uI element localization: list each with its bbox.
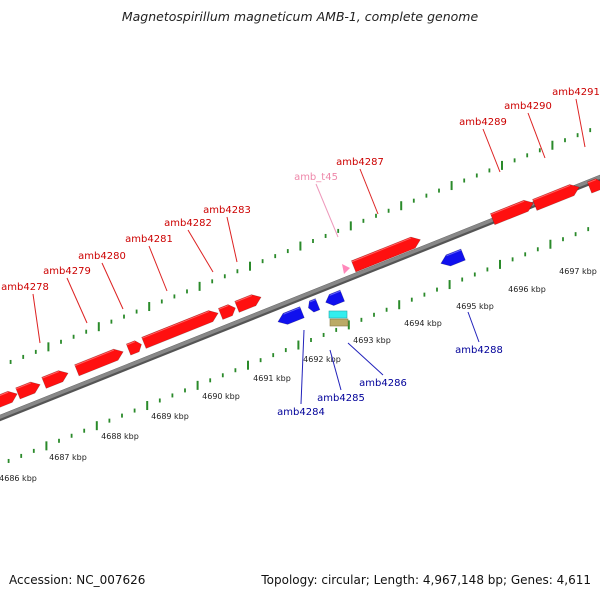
forward-gene-highlight: [141, 311, 210, 339]
forward-gene-highlight: [0, 391, 9, 398]
forward-gene: [234, 294, 262, 313]
forward-gene-label: amb4280: [78, 251, 126, 262]
forward-gene-label: amb4281: [125, 234, 173, 245]
leader-line: [187, 229, 214, 273]
leader-line: [300, 329, 305, 405]
forward-gene-label: amb4290: [504, 101, 552, 112]
reverse-gene-label: amb4286: [359, 378, 407, 389]
reverse-gene-label: amb4288: [455, 345, 503, 356]
reverse-gene-label: amb4285: [317, 393, 365, 404]
forward-gene-highlight: [532, 184, 571, 201]
leader-line: [329, 349, 342, 391]
forward-gene: [0, 390, 18, 409]
forward-gene-shape: [234, 294, 262, 313]
trna-feature: [342, 264, 350, 274]
forward-gene-highlight: [41, 371, 59, 379]
leader-line: [148, 245, 168, 292]
leader-line: [359, 168, 379, 215]
reverse-gene-highlight: [309, 299, 316, 303]
reverse-gene-highlight: [329, 290, 341, 296]
forward-gene-shape: [532, 184, 580, 211]
reverse-gene-shape: [440, 248, 466, 267]
forward-gene-highlight: [218, 305, 229, 310]
forward-gene: [489, 199, 534, 226]
leader-line: [527, 112, 546, 159]
forward-gene-label: amb4282: [164, 218, 212, 229]
kbp-tick-label: 4687 kbp: [49, 453, 87, 462]
forward-gene-shape: [41, 370, 69, 389]
forward-gene-shape: [489, 199, 534, 226]
reverse-gene-label: amb4284: [277, 407, 325, 418]
forward-gene-label: amb_t45: [294, 172, 338, 183]
forward-gene-label: amb4283: [203, 205, 251, 216]
forward-gene-highlight: [234, 295, 252, 303]
kbp-tick-label: 4695 kbp: [456, 302, 494, 311]
kbp-tick-label: 4691 kbp: [253, 374, 291, 383]
rna-feature-cyan: [328, 310, 348, 319]
leader-line: [575, 98, 586, 148]
forward-gene: [74, 348, 124, 377]
reverse-gene: [325, 289, 345, 306]
reverse-gene-shape: [325, 289, 345, 306]
reverse-gene: [308, 298, 321, 313]
forward-gene-shape: [125, 340, 142, 356]
forward-gene: [217, 304, 236, 320]
forward-gene-label: amb4278: [1, 282, 49, 293]
forward-gene-label: amb4289: [459, 117, 507, 128]
forward-gene-shape: [74, 348, 124, 377]
forward-gene-label: amb4291: [552, 87, 600, 98]
kbp-tick-label: 4690 kbp: [202, 392, 240, 401]
reverse-gene-highlight: [283, 307, 301, 315]
forward-gene-shape: [0, 390, 18, 409]
forward-gene: [350, 236, 421, 273]
forward-gene: [586, 178, 600, 194]
forward-gene-highlight: [74, 349, 115, 367]
accession-text: Accession: NC_007626: [9, 573, 146, 587]
kbp-tick-label: 4688 kbp: [101, 432, 139, 441]
rna-feature-olive: [329, 318, 349, 327]
reverse-gene-shape: [277, 306, 305, 325]
reverse-gene: [440, 248, 466, 267]
kbp-tick-label: 4697 kbp: [559, 267, 597, 276]
forward-gene-shape: [15, 381, 41, 400]
leader-line: [467, 311, 480, 343]
forward-gene-label: amb4287: [336, 157, 384, 168]
forward-gene: [41, 370, 69, 389]
forward-gene-shape: [141, 310, 219, 349]
kbp-tick-label: 4694 kbp: [404, 319, 442, 328]
forward-gene-highlight: [490, 200, 525, 215]
reverse-gene-shape: [308, 298, 321, 313]
forward-gene-label: amb4279: [43, 266, 91, 277]
leader-line: [226, 216, 238, 263]
forward-gene: [532, 184, 580, 211]
forward-gene-highlight: [587, 179, 597, 184]
leader-line: [32, 293, 41, 344]
kbp-tick-label: 4692 kbp: [303, 355, 341, 364]
forward-gene-shape: [217, 304, 236, 320]
leader-line: [482, 128, 501, 173]
kbp-tick-label: 4696 kbp: [508, 285, 546, 294]
forward-gene-highlight: [351, 237, 412, 263]
reverse-gene-highlight: [446, 249, 462, 257]
forward-gene: [141, 310, 219, 349]
kbp-tick-label: 4693 kbp: [353, 336, 391, 345]
map-title: Magnetospirillum magneticum AMB-1, compl…: [121, 9, 479, 24]
kbp-tick-label: 4689 kbp: [151, 412, 189, 421]
forward-gene: [125, 340, 142, 356]
genome-summary-text: Topology: circular; Length: 4,967,148 bp…: [261, 573, 591, 587]
leader-line: [347, 342, 384, 376]
leader-line: [101, 262, 124, 310]
kbp-tick-label: 4686 kbp: [0, 474, 37, 483]
leader-line: [315, 183, 339, 238]
forward-gene-shape: [350, 236, 421, 273]
leader-line: [66, 277, 88, 324]
forward-gene: [15, 381, 41, 400]
reverse-gene: [277, 306, 305, 325]
forward-gene-shape: [586, 178, 600, 194]
forward-gene-highlight: [126, 341, 136, 346]
forward-gene-highlight: [15, 382, 32, 390]
